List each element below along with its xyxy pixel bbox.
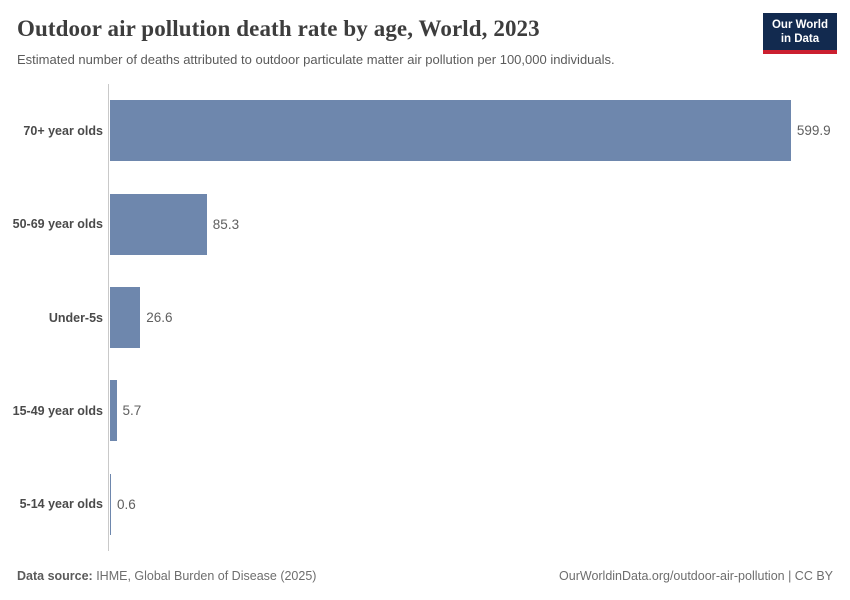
bar-area: 0.6 [110, 473, 850, 535]
data-source-label: Data source: [17, 569, 93, 583]
chart-title: Outdoor air pollution death rate by age,… [17, 16, 540, 41]
bar-row: 5-14 year olds 0.6 [0, 458, 850, 551]
category-label: 5-14 year olds [19, 497, 103, 512]
category-label: 15-49 year olds [12, 403, 103, 418]
bar-chart: 70+ year olds 599.9 50-69 year olds 85.3… [0, 84, 850, 551]
value-label: 599.9 [796, 123, 831, 139]
bar[interactable] [110, 193, 207, 255]
value-label: 26.6 [146, 310, 173, 326]
value-label: 0.6 [117, 496, 136, 512]
bar[interactable] [110, 100, 791, 162]
bar-row: Under-5s 26.6 [0, 271, 850, 364]
category-label: Under-5s [48, 310, 103, 325]
bar-row: 15-49 year olds 5.7 [0, 364, 850, 457]
value-label: 85.3 [212, 216, 240, 232]
credit-link: OurWorldinData.org/outdoor-air-pollution… [559, 569, 833, 583]
bar-area: 599.9 [110, 100, 850, 162]
data-source: Data source: IHME, Global Burden of Dise… [17, 568, 316, 584]
bar-row: 70+ year olds 599.9 [0, 84, 850, 177]
bar[interactable] [110, 287, 141, 349]
owid-logo-line1: Our World [771, 19, 828, 31]
bar-area: 5.7 [110, 380, 850, 442]
owid-logo: Our World in Data [762, 13, 837, 54]
bar-rows: 70+ year olds 599.9 50-69 year olds 85.3… [0, 84, 850, 551]
category-label: 70+ year olds [23, 123, 103, 138]
bar-area: 85.3 [110, 193, 850, 255]
footer: Data source: IHME, Global Burden of Dise… [17, 568, 833, 584]
bar[interactable] [110, 380, 117, 442]
chart-subtitle: Estimated number of deaths attributed to… [17, 52, 615, 67]
header: Outdoor air pollution death rate by age,… [17, 15, 752, 68]
bar[interactable] [110, 473, 111, 535]
y-axis-line [108, 84, 109, 551]
value-label: 5.7 [122, 403, 142, 419]
category-label: 50-69 year olds [12, 217, 103, 232]
bar-area: 26.6 [110, 287, 850, 349]
owid-logo-line2: in Data [780, 33, 820, 45]
data-source-value: IHME, Global Burden of Disease (2025) [92, 569, 317, 583]
bar-row: 50-69 year olds 85.3 [0, 177, 850, 270]
